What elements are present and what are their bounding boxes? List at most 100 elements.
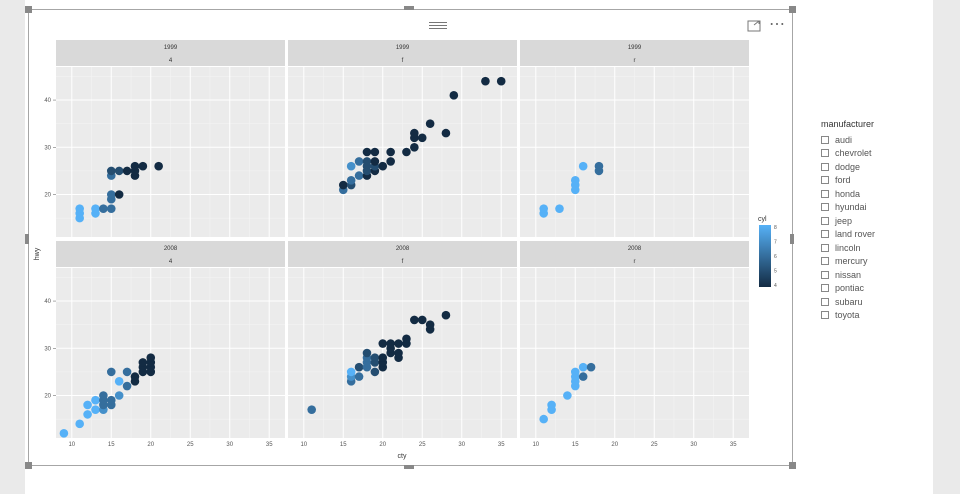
slicer-item[interactable]: mercury [821,255,921,269]
slicer-item[interactable]: nissan [821,268,921,282]
data-point [307,405,316,414]
data-point [59,428,69,438]
resize-handle-bottom[interactable] [404,465,414,469]
data-point [496,76,506,86]
data-point [354,362,364,372]
data-point [594,161,604,171]
slicer-item-label: ford [835,175,851,186]
slicer-item[interactable]: pontiac [821,282,921,296]
checkbox[interactable] [821,311,829,320]
data-point [130,372,140,381]
data-point [362,147,372,157]
checkbox[interactable] [821,135,829,144]
faceted-scatter-plot: 1999 4 20 30 40 1999 f 1999 r 2008 4 20 30 40 10 15 20 25… [34,40,777,460]
slicer-item-label: subaru [835,296,863,307]
data-point [547,400,556,410]
x-tick-label: 15 [572,442,579,448]
resize-handle-bottom-right[interactable] [789,462,796,469]
data-point [114,166,124,176]
slicer-item-label: chevrolet [835,148,872,159]
checkbox[interactable] [821,203,829,212]
checkbox[interactable] [821,270,829,279]
x-tick-label: 30 [690,442,697,448]
x-tick-label: 35 [730,442,737,448]
data-point [114,391,124,400]
x-tick-label: 20 [379,442,386,448]
facet-strip-year: 1999 [628,45,642,51]
slicer-item[interactable]: dodge [821,160,921,174]
slicer-item-label: nissan [835,269,862,280]
resize-handle-bottom-left[interactable] [25,462,32,469]
data-point [386,339,395,348]
slicer-item[interactable]: chevrolet [821,147,921,161]
slicer-item[interactable]: ford [821,174,921,188]
slicer-item[interactable]: honda [821,187,921,201]
checkbox[interactable] [821,297,829,306]
checkbox[interactable] [821,149,829,158]
x-tick-label: 25 [651,442,658,448]
facet-panel: 2008 f 10 15 20 25 30 35 [288,241,517,448]
x-tick-label: 25 [187,442,194,448]
data-point [578,362,588,372]
slicer-item[interactable]: audi [821,133,921,147]
manufacturer-slicer: manufacturer audi chevrolet dodge ford honda… [821,119,921,322]
data-point [346,367,356,377]
checkbox[interactable] [821,216,829,225]
checkbox[interactable] [821,257,829,266]
checkbox[interactable] [821,230,829,239]
resize-handle-left[interactable] [25,234,29,244]
checkbox[interactable] [821,243,829,252]
facet-strip-year: 1999 [396,45,410,51]
checkbox[interactable] [821,162,829,171]
facet-panel: 1999 4 20 30 40 [44,40,285,237]
slicer-item-label: mercury [835,256,868,267]
data-point [106,395,116,405]
slicer-item[interactable]: toyota [821,309,921,323]
facet-strip-drv: 4 [169,259,173,265]
facet-strip [520,40,749,66]
resize-handle-top-right[interactable] [789,6,796,13]
slicer-item-label: lincoln [835,242,861,253]
checkbox[interactable] [821,189,829,198]
resize-handle-right[interactable] [790,234,794,244]
slicer-item[interactable]: hyundai [821,201,921,215]
data-point [378,353,388,363]
more-options-icon[interactable]: ⋯ [769,16,786,33]
data-point [122,367,132,377]
slicer-item[interactable]: land rover [821,228,921,242]
data-point [539,204,548,213]
focus-mode-icon[interactable] [747,20,761,35]
data-point [449,91,459,100]
y-tick-label: 40 [44,98,51,104]
slicer-item-label: honda [835,188,861,199]
data-point [402,147,411,157]
slicer-item-label: dodge [835,161,861,172]
data-point [338,180,348,190]
slicer-item[interactable]: jeep [821,214,921,228]
data-point [570,176,580,185]
data-point [410,128,419,138]
data-point [402,334,411,344]
data-point [417,133,427,143]
resize-handle-top[interactable] [404,6,414,10]
x-tick-label: 20 [147,442,154,448]
data-point [362,157,372,166]
scatter-visual[interactable]: ⋯ 1999 4 20 30 40 1999 f 1999 r 2008 4 20 30 40 10 15 20… [28,9,793,466]
x-tick-label: 10 [68,442,75,448]
checkbox[interactable] [821,176,829,185]
x-tick-label: 15 [108,442,115,448]
facet-panel: 1999 r [520,40,749,237]
data-point [441,128,451,138]
drag-grip-icon[interactable] [429,22,447,31]
data-point [539,414,548,424]
data-point [138,161,148,171]
data-point [425,119,435,128]
y-tick-label: 20 [44,193,51,199]
slicer-item[interactable]: lincoln [821,241,921,255]
data-point [106,166,116,176]
checkbox[interactable] [821,284,829,293]
resize-handle-top-left[interactable] [25,6,32,13]
facet-strip-drv: 4 [169,58,173,64]
x-tick-label: 20 [611,442,618,448]
slicer-item[interactable]: subaru [821,295,921,309]
